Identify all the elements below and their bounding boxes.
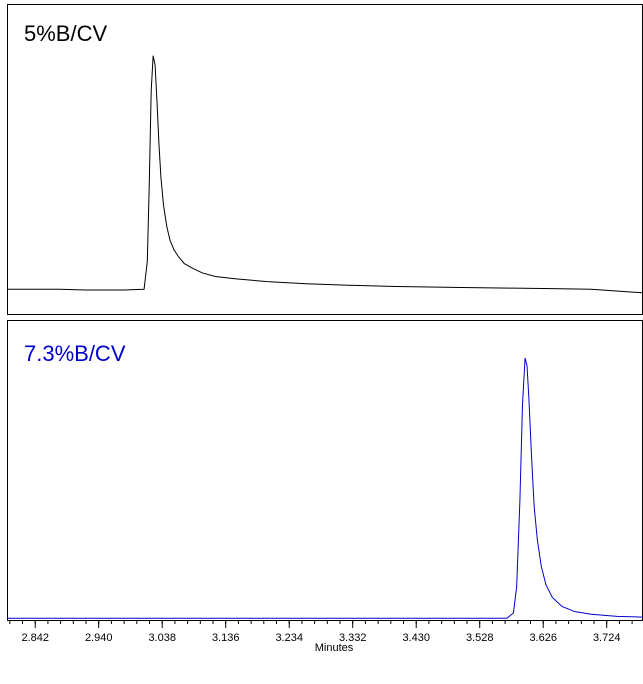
top-panel-frame: [7, 4, 643, 315]
x-axis-title: Minutes: [315, 642, 354, 654]
bottom-panel-label: 7.3%B/CV: [24, 341, 126, 366]
x-axis: 2.842 2.940 3.038 3.136 3.234 3.332 3.430 3.528…: [9, 621, 633, 644]
x-tick-label: 3.136: [212, 632, 240, 644]
x-tick-label: 3.430: [402, 632, 430, 644]
x-tick-label: 3.528: [466, 632, 494, 644]
bottom-panel: 7.3%B/CV: [7, 320, 643, 621]
top-panel: 5%B/CV: [7, 4, 643, 315]
x-tick-label: 3.724: [593, 632, 621, 644]
top-panel-label: 5%B/CV: [24, 21, 107, 46]
x-tick-label: 3.038: [148, 632, 176, 644]
x-tick-label: 3.234: [275, 632, 303, 644]
x-tick-label: 2.940: [85, 632, 113, 644]
x-tick-label: 2.842: [21, 632, 49, 644]
x-tick-label: 3.626: [529, 632, 557, 644]
bottom-panel-trace: [8, 357, 643, 619]
top-panel-trace: [8, 55, 643, 294]
x-tick-label: 3.332: [339, 632, 367, 644]
